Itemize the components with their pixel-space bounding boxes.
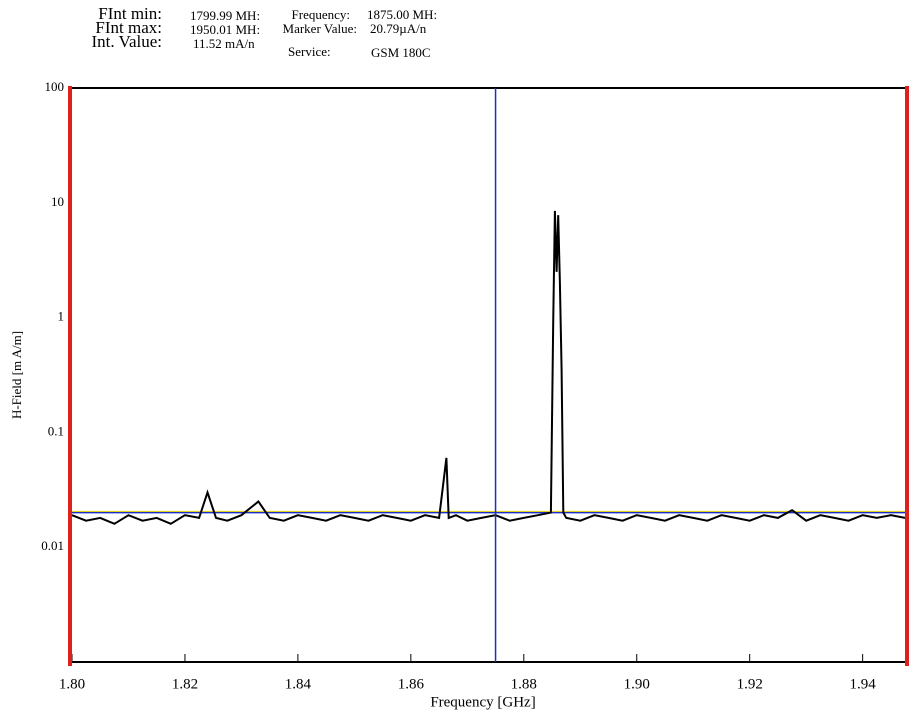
header-value: 20.79µA/n	[370, 21, 427, 36]
header-value: 1875.00 MH:	[367, 7, 437, 22]
header-value: 1950.01 MH:	[190, 22, 260, 37]
y-tick-label: 10	[51, 194, 64, 209]
header-label: Service:	[288, 44, 331, 59]
x-tick-label: 1.88	[511, 676, 537, 692]
header-label: Int. Value:	[91, 32, 162, 51]
header-label: Frequency:	[292, 7, 350, 22]
x-tick-label: 1.94	[850, 676, 877, 692]
x-tick-label: 1.86	[398, 676, 425, 692]
y-tick-label: 0.01	[41, 538, 64, 553]
plot-area	[72, 88, 905, 662]
header-value: GSM 180C	[371, 45, 431, 60]
trace	[71, 210, 906, 525]
fint-min-edge	[68, 86, 72, 666]
header-label: FInt min:	[98, 4, 162, 23]
y-tick-label: 100	[45, 79, 65, 94]
y-tick-label: 0.1	[48, 423, 64, 438]
x-tick-label: 1.80	[59, 676, 85, 692]
header-value: 11.52 mA/n	[193, 36, 255, 51]
x-axis-title: Frequency [GHz]	[430, 694, 535, 710]
x-tick-label: 1.82	[172, 676, 198, 692]
y-tick-label: 1	[58, 309, 65, 324]
x-tick-label: 1.92	[737, 676, 763, 692]
header-label: Marker Value:	[283, 21, 357, 36]
header-label: FInt max:	[95, 18, 162, 37]
x-tick-label: 1.90	[624, 676, 650, 692]
fint-max-edge	[905, 86, 909, 666]
y-axis-title: H-Field [m A/m]	[9, 331, 24, 419]
x-tick-label: 1.84	[285, 676, 312, 692]
header-value: 1799.99 MH:	[190, 8, 260, 23]
